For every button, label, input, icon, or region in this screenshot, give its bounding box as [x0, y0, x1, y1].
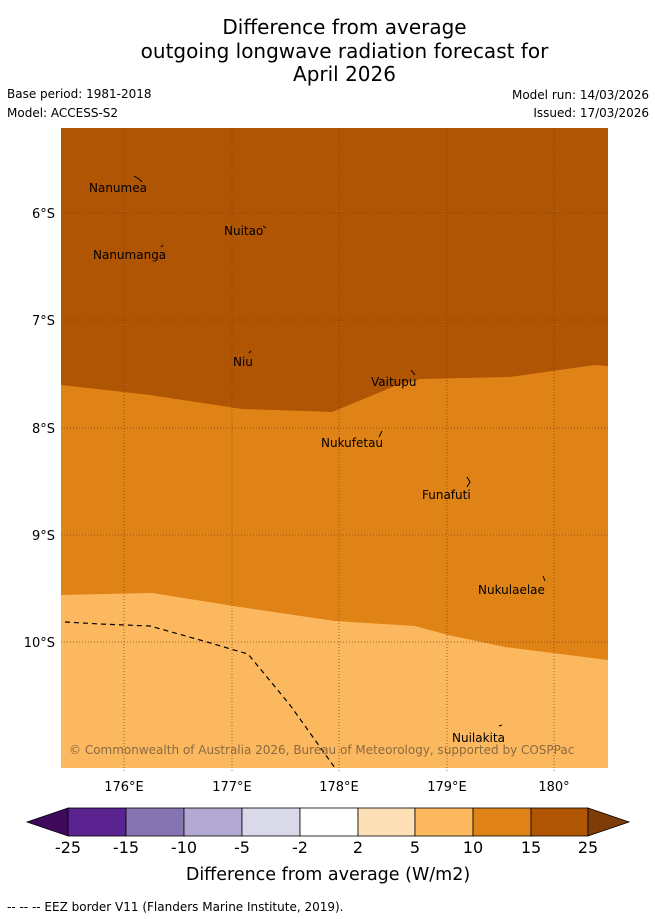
colorbar-tick: -2 [292, 838, 308, 857]
place-labels: Nanumea Nuitao Nanumanga Niu Vaitupu Nuk… [89, 181, 545, 745]
colorbar-bin-6 [357, 807, 416, 837]
place-nuitao: Nuitao [224, 224, 263, 238]
eez-legend: -- -- -- EEZ border V11 (Flanders Marine… [7, 900, 344, 914]
island-nukulaelae-shape [542, 575, 546, 582]
colorbar-bin-5 [299, 807, 359, 837]
place-nanumanga: Nanumanga [93, 248, 166, 262]
colorbar-bin-7 [414, 807, 474, 837]
colorbar-tick: 25 [578, 838, 598, 857]
lon-label-177e: 177°E [212, 780, 252, 795]
latitude-labels: 6°S 7°S 8°S 9°S 10°S [24, 207, 55, 651]
lat-label-10s: 10°S [24, 636, 55, 651]
longitude-labels: 176°E 177°E 178°E 179°E 180° [104, 780, 569, 795]
lat-label-9s: 9°S [32, 529, 55, 544]
colorbar-tick: -5 [234, 838, 250, 857]
lat-label-7s: 7°S [32, 314, 55, 329]
colorbar-label: Difference from average (W/m2) [186, 865, 470, 885]
zone-above-15 [61, 128, 608, 412]
place-niu: Niu [233, 355, 253, 369]
place-nukulaelae: Nukulaelae [478, 583, 545, 597]
colorbar [25, 807, 631, 837]
place-nukufetau: Nukufetau [321, 436, 383, 450]
base-period: Base period: 1981-2018 [7, 87, 152, 101]
place-nuilakita: Nuilakita [452, 731, 505, 745]
lon-label-176e: 176°E [104, 780, 144, 795]
island-markers [133, 175, 546, 727]
title-line-2: outgoing longwave radiation forecast for [140, 38, 549, 63]
island-nanumea-shape [133, 175, 143, 183]
title-line-1: Difference from average [222, 15, 467, 39]
island-nanumanga-shape [160, 244, 164, 248]
lon-label-178e: 178°E [319, 780, 359, 795]
colorbar-bin-9 [530, 807, 589, 837]
lon-label-180: 180° [538, 780, 569, 795]
map-bottom-strip [61, 768, 608, 772]
lat-label-8s: 8°S [32, 422, 55, 437]
model-run: Model run: 14/03/2026 [511, 88, 649, 102]
island-nuilakita-shape [498, 724, 503, 727]
colorbar-extend-high [587, 807, 631, 837]
colorbar-tick: 2 [353, 838, 363, 857]
island-funafuti-shape [466, 476, 471, 488]
island-nukufetau-shape [378, 430, 383, 438]
eez-border [64, 621, 336, 769]
colorbar-tick: 10 [463, 838, 483, 857]
colorbar-bin-4 [241, 807, 301, 837]
place-vaitupu: Vaitupu [371, 375, 417, 389]
colorbar-tick: -25 [55, 838, 81, 857]
island-nuitao-shape [262, 225, 267, 229]
colorbar-ticks: -25 -15 -10 -5 -2 2 5 10 15 25 [55, 838, 598, 857]
map-title: Difference from average outgoing longwav… [0, 15, 655, 87]
place-nanumea: Nanumea [89, 181, 147, 195]
copyright-notice: © Commonwealth of Australia 2026, Bureau… [69, 743, 574, 757]
colorbar-tick: 15 [521, 838, 541, 857]
issued-date: Issued: 17/03/2026 [533, 106, 649, 120]
colorbar-bin-1 [67, 807, 127, 837]
colorbar-tick: -15 [113, 838, 139, 857]
island-vaitupu-shape [410, 369, 416, 376]
colorbar-bin-2 [125, 807, 185, 837]
lon-label-179e: 179°E [427, 780, 467, 795]
title-line-3: April 2026 [293, 62, 396, 86]
model-name: Model: ACCESS-S2 [7, 106, 119, 120]
place-funafuti: Funafuti [422, 488, 471, 502]
colorbar-tick: 5 [410, 838, 420, 857]
colorbar-bin-8 [472, 807, 532, 837]
colorbar-extend-low [25, 807, 69, 837]
colorbar-bin-3 [183, 807, 243, 837]
colorbar-tick: -10 [171, 838, 197, 857]
graticule [61, 128, 608, 772]
lat-label-6s: 6°S [32, 207, 55, 222]
island-niu-shape [248, 350, 252, 354]
